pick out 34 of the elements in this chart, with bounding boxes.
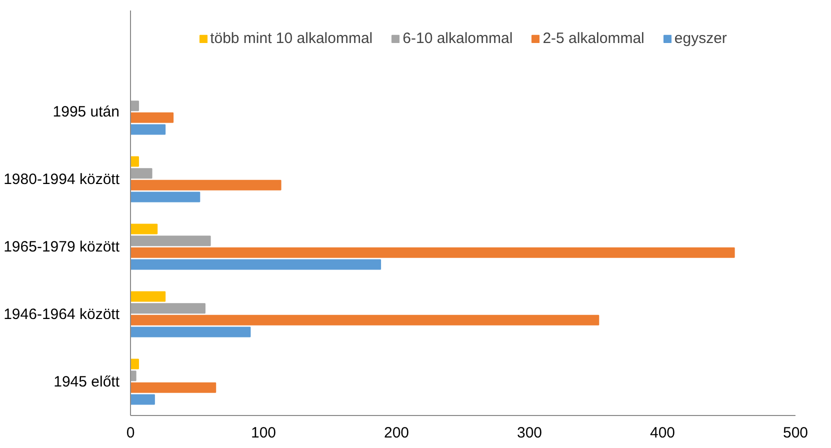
bar [130,192,200,202]
x-tick-label: 500 [782,424,808,442]
bar [130,180,282,190]
y-tick-label: 1945 előtt [54,373,120,390]
bar [130,156,139,167]
x-tick-label: 300 [516,424,542,442]
bar [130,224,158,234]
x-tick-label: 0 [126,424,135,442]
bar [130,168,152,179]
x-tick-label: 100 [250,424,276,442]
bar [130,394,155,405]
bar [130,358,139,370]
bar [130,247,735,258]
legend-label: 2-5 alkalommal [542,30,644,47]
bar [130,112,174,123]
y-tick-label: 1980-1994 között [4,170,120,188]
legend-label: több mint 10 alkalommal [210,30,373,47]
legend-label: egyszer [674,30,727,47]
bar [130,370,136,382]
y-tick-label: 1946-1964 között [4,306,120,323]
bar [130,291,166,302]
legend-label: 6-10 alkalommal [402,30,513,47]
bar [130,236,211,246]
bar [130,326,251,338]
bar [130,100,139,112]
bar [130,303,206,314]
bar [130,124,166,135]
bar [130,259,382,270]
x-tick-label: 400 [650,424,676,442]
bar [130,314,600,326]
y-tick-label: 1995 után [52,103,120,120]
x-tick-label: 200 [384,424,410,442]
bar [130,382,216,393]
y-tick-label: 1965-1979 között [4,238,120,256]
